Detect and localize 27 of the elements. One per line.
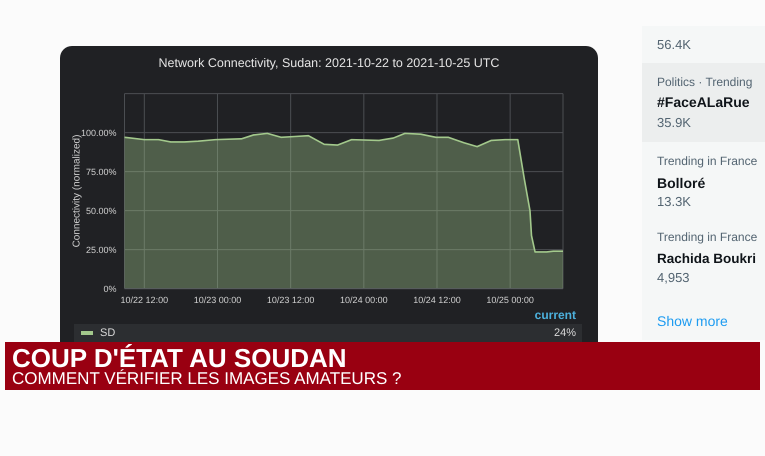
text: 13.3K [657,194,691,210]
y-tick-label: 25.00% [86,244,116,255]
y-tick-label: 75.00% [86,166,116,177]
y-tick-label: 100.00% [80,128,116,138]
text: Politics · Trending [657,75,752,90]
text: Bolloré [657,175,706,192]
text: current [534,308,576,323]
text: 24% [552,327,576,340]
y-tick-label: 50.00% [86,206,116,216]
x-tick-label: 10/23 12:00 [266,294,314,305]
y-tick-label: 0% [103,284,116,294]
text: 35.9K [657,115,691,131]
x-tick-label: 10/25 00:00 [486,294,534,305]
x-tick-label: 10/24 12:00 [413,294,461,305]
text: Trending in France [657,154,758,169]
chart-title: Network Connectivity, Sudan: 2021-10-22 to 2021-10-25 UTC [158,56,500,70]
text: Show more [657,313,728,330]
text: 56.4K [657,37,691,53]
x-tick-label: 10/24 00:00 [340,294,388,305]
text: Rachida Boukri [657,251,756,267]
legend-label: SD [100,327,116,339]
x-tick-label: 10/22 12:00 [120,294,168,305]
text: 4,953 [657,270,690,286]
y-axis-title: Connectivity (normalized) [72,134,82,248]
text: Trending in France [657,230,758,245]
text: #FaceALaRue [657,94,750,110]
x-tick-label: 10/23 00:00 [194,294,242,305]
